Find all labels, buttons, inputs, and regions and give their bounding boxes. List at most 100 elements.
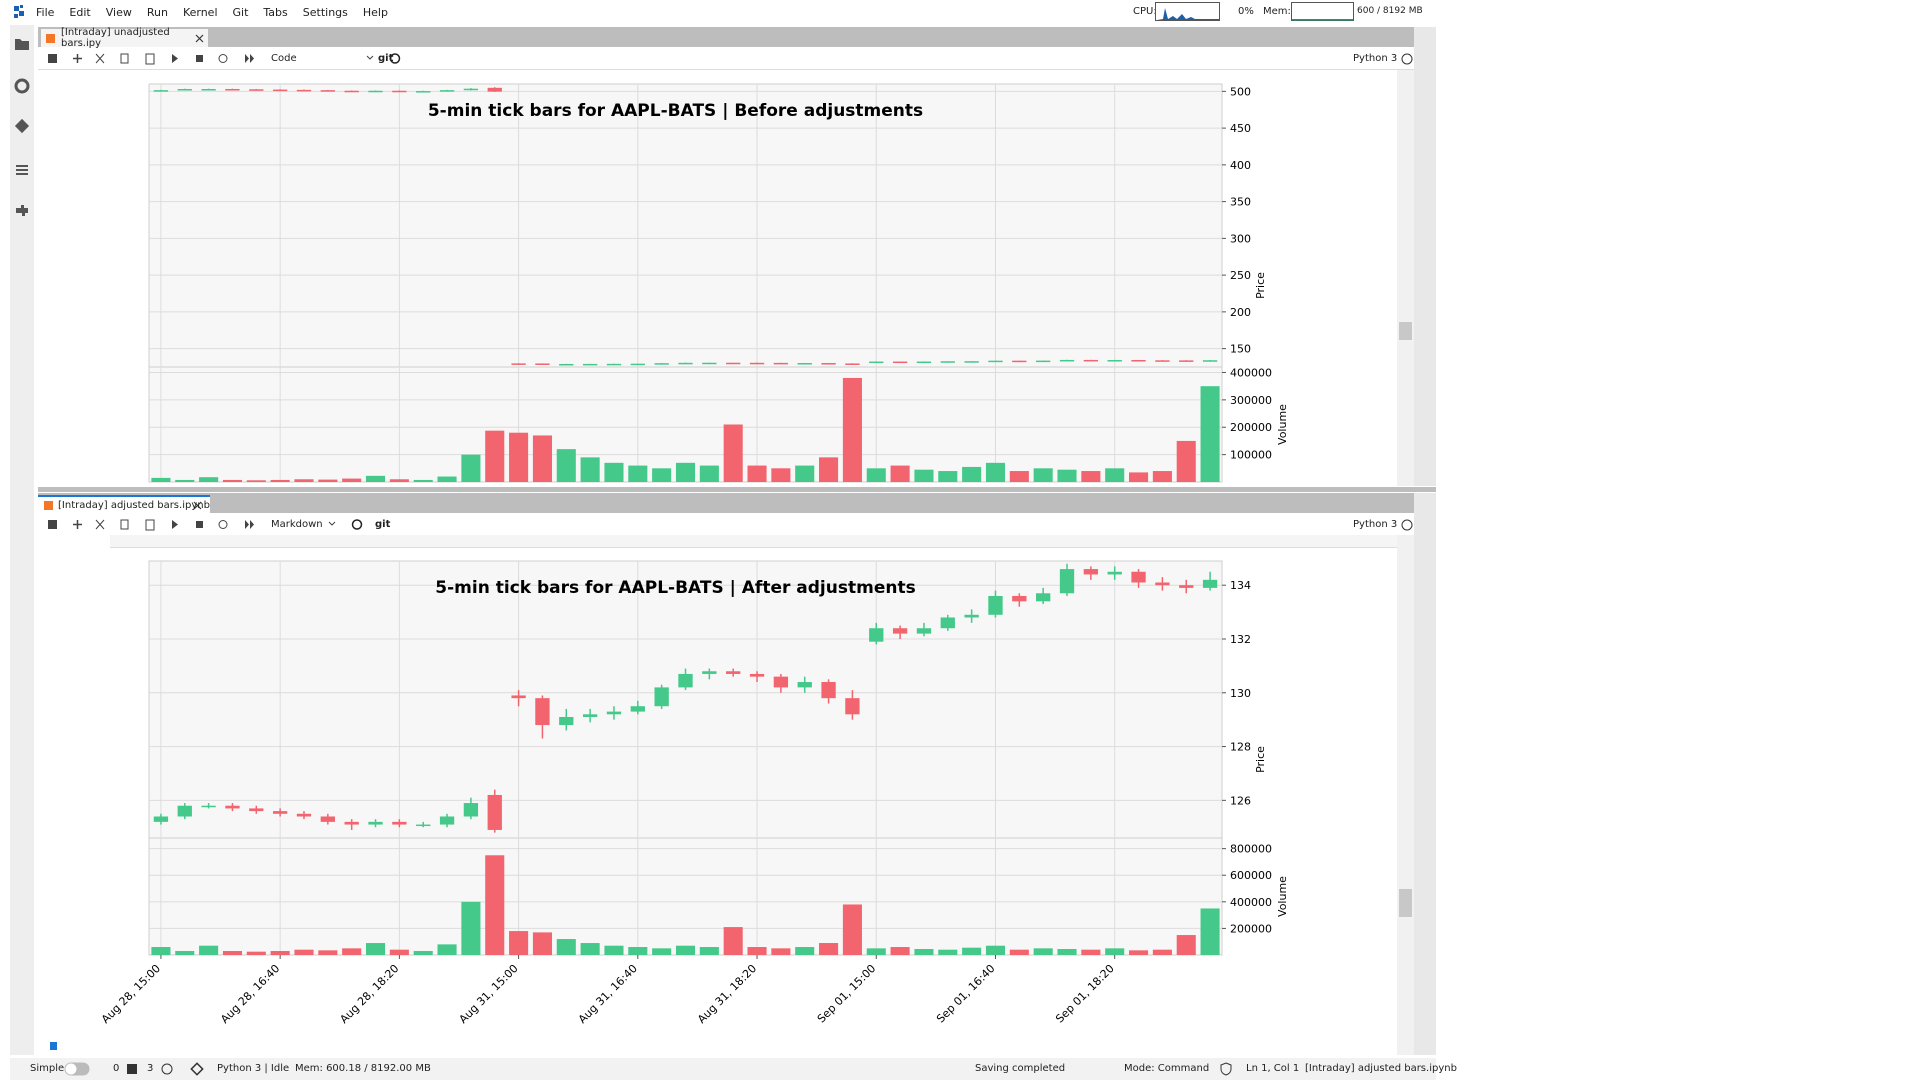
volume-bar	[461, 454, 481, 482]
y-tick-label: 250	[1230, 269, 1251, 282]
volume-bar	[437, 476, 457, 482]
git-status-icon	[190, 1062, 204, 1076]
candle-body	[1107, 360, 1122, 362]
candle-body	[654, 363, 669, 365]
candle-body	[392, 90, 407, 93]
candle-body	[773, 676, 789, 688]
cell-type[interactable]: Markdown	[271, 519, 323, 530]
volume-bar	[1129, 472, 1149, 482]
volume-bar	[365, 943, 386, 955]
folder-icon[interactable]	[15, 39, 29, 50]
candle-body	[845, 363, 860, 365]
tab[interactable]: [Intraday] adjusted bars.ipynb	[38, 495, 210, 513]
volume-bar	[461, 901, 481, 955]
volume-bar	[819, 457, 839, 482]
memory: Mem: 600.18 / 8192.00 MB	[295, 1063, 431, 1074]
volume-bar	[318, 950, 338, 955]
toc-icon[interactable]	[16, 165, 28, 175]
y-tick-label: 200000	[1230, 922, 1272, 935]
menu-bar: File Edit View Run Kernel Git Tabs Setti…	[0, 0, 1436, 25]
candle-body	[153, 816, 169, 822]
menu-item[interactable]: File	[36, 6, 55, 19]
candle-body	[296, 813, 312, 817]
y-tick-label: 450	[1230, 122, 1251, 135]
candle-body	[964, 361, 979, 363]
candle-body	[1083, 359, 1099, 362]
volume-bar	[675, 462, 696, 482]
x-tick-label: Sep 01, 15:00	[815, 962, 879, 1026]
x-tick-label: Aug 28, 16:40	[218, 962, 282, 1026]
scroll-thumb[interactable]	[1399, 889, 1412, 917]
sidebar-icons	[14, 39, 30, 216]
tab[interactable]: [Intraday] unadjusted bars.ipy	[41, 27, 208, 49]
volume-bar	[270, 479, 290, 482]
panel-edge	[1414, 27, 1436, 486]
candle-body	[1179, 585, 1194, 588]
candle-body	[797, 363, 812, 365]
volume-bar	[199, 945, 219, 955]
candle-body	[940, 361, 955, 363]
candle-body	[320, 816, 335, 822]
volume-bar	[1129, 950, 1149, 955]
candle-body	[1059, 569, 1075, 594]
candle-body	[225, 805, 240, 809]
menu-item[interactable]: Run	[146, 6, 168, 19]
mem-label: Mem:	[1263, 6, 1291, 17]
y-tick-label: 128	[1230, 741, 1251, 754]
candle-body	[368, 821, 383, 825]
volume-bar	[771, 468, 791, 482]
y-tick-label: 150	[1230, 343, 1251, 356]
toggle[interactable]	[64, 1062, 91, 1076]
volume-bar	[890, 947, 910, 955]
git-button[interactable]: git	[378, 53, 394, 64]
volume-bar	[842, 377, 862, 482]
candle-body	[678, 362, 693, 365]
scrollbar[interactable]	[1397, 70, 1414, 486]
extension-icon[interactable]	[16, 205, 28, 216]
volume-bar	[556, 449, 576, 482]
panel-edge	[1414, 493, 1436, 1055]
volume-bar	[1033, 468, 1053, 482]
y-axis-label: Volume	[1276, 876, 1289, 917]
menu-item[interactable]: Settings	[302, 6, 348, 19]
sidebar	[10, 25, 34, 1055]
kernel-name: Python 3	[1353, 53, 1398, 64]
menu-item[interactable]: View	[105, 6, 132, 19]
toolbar-icons	[48, 519, 363, 531]
candle-body	[487, 87, 502, 92]
menu-item[interactable]: Help	[362, 6, 388, 19]
kernel-indicator	[1401, 519, 1413, 531]
candle-body	[821, 363, 836, 365]
volume-bar	[509, 931, 529, 955]
command-mode: Mode: Command	[1124, 1063, 1210, 1074]
mem-value: 600 / 8192 MB	[1357, 6, 1423, 16]
cell-type[interactable]: Code	[271, 53, 297, 64]
mode-toggle-label: Simple	[30, 1063, 65, 1074]
menu-item[interactable]: Edit	[69, 6, 91, 19]
volume-bar	[246, 480, 266, 482]
chart: 150 200 250 300 350 400 450 500 100000 200000 3000…	[148, 83, 1289, 483]
candle-body	[630, 706, 645, 712]
scroll-thumb[interactable]	[1399, 322, 1412, 340]
y-tick-label: 600000	[1230, 869, 1272, 882]
git-icon[interactable]	[14, 118, 30, 134]
volume-bar	[365, 475, 386, 482]
scrollbar[interactable]	[1397, 535, 1414, 1055]
volume-bar	[413, 479, 433, 482]
candle-body	[392, 821, 407, 825]
menu-item[interactable]: Kernel	[182, 6, 218, 19]
menu-item[interactable]: Git	[232, 6, 249, 19]
candle-body	[1131, 571, 1146, 583]
volume-bar	[1152, 471, 1172, 482]
candle-body	[869, 628, 884, 642]
y-tick-label: 100000	[1230, 449, 1272, 462]
volume-bar	[485, 430, 505, 482]
y-tick-label: 130	[1230, 687, 1251, 700]
menu-item[interactable]: Tabs	[263, 6, 288, 19]
volume-bar	[723, 927, 743, 955]
y-axis-label: Volume	[1276, 404, 1289, 445]
candle-body	[559, 716, 574, 726]
candle-body	[1107, 571, 1122, 575]
git-button[interactable]: git	[375, 519, 391, 530]
running-icon[interactable]	[14, 78, 30, 94]
